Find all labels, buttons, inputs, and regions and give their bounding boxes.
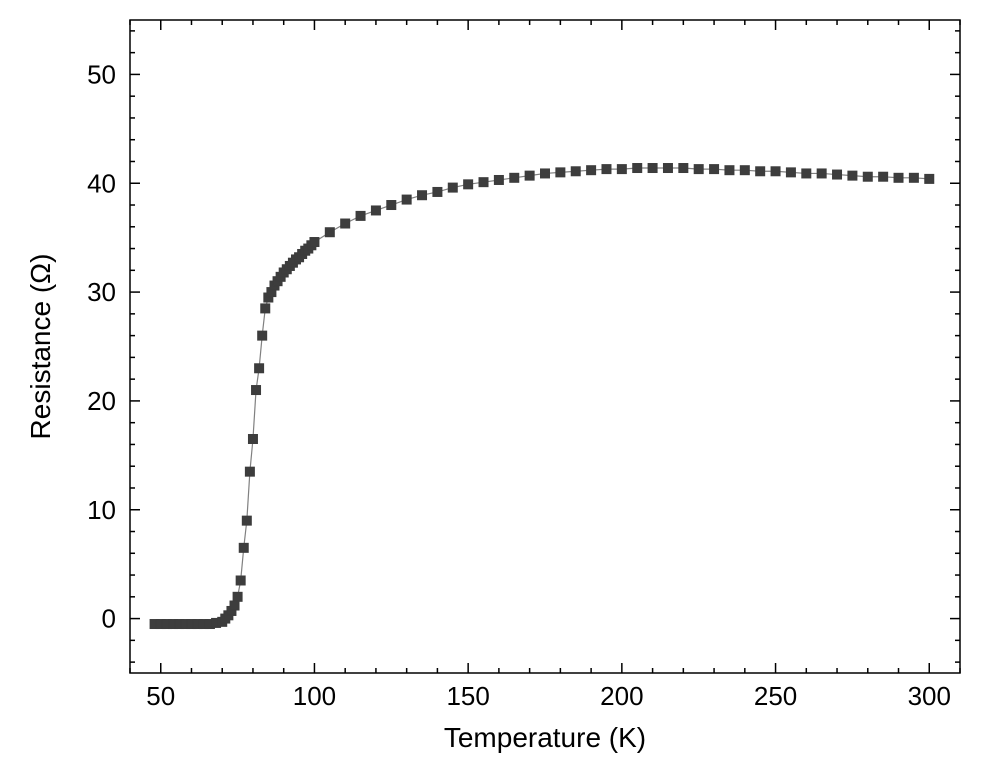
x-tick-label: 300 <box>908 681 951 711</box>
data-point <box>863 172 872 181</box>
data-point <box>418 191 427 200</box>
data-point <box>525 171 534 180</box>
rt-chart: 50 100 150 200 250 300 0 10 20 30 40 50 Temperature … <box>0 0 1000 773</box>
data-point <box>464 180 473 189</box>
x-tick-label: 100 <box>293 681 336 711</box>
data-point <box>448 183 457 192</box>
x-tick-label: 150 <box>446 681 489 711</box>
data-point <box>541 169 550 178</box>
data-point <box>325 228 334 237</box>
data-point <box>740 166 749 175</box>
data-point <box>356 211 365 220</box>
data-point <box>402 195 411 204</box>
x-tick-label: 50 <box>146 681 175 711</box>
data-point <box>387 201 396 210</box>
data-point <box>433 187 442 196</box>
data-point <box>710 165 719 174</box>
x-axis-label: Temperature (K) <box>444 722 646 753</box>
y-tick-label: 10 <box>87 495 116 525</box>
data-point <box>248 435 257 444</box>
data-point <box>848 171 857 180</box>
y-tick-label: 40 <box>87 168 116 198</box>
data-point <box>663 164 672 173</box>
data-point <box>617 165 626 174</box>
data-point <box>602 165 611 174</box>
data-point <box>879 172 888 181</box>
data-point <box>371 206 380 215</box>
data-point <box>245 467 254 476</box>
data-point <box>239 543 248 552</box>
data-point <box>633 164 642 173</box>
data-point <box>242 516 251 525</box>
y-tick-label: 30 <box>87 277 116 307</box>
data-point <box>252 386 261 395</box>
data-point <box>258 331 267 340</box>
data-point <box>648 164 657 173</box>
data-point <box>230 601 239 610</box>
data-point <box>233 592 242 601</box>
x-tick-label: 250 <box>754 681 797 711</box>
y-tick-label: 50 <box>87 59 116 89</box>
data-point <box>925 174 934 183</box>
data-point <box>694 165 703 174</box>
data-point <box>725 166 734 175</box>
data-point <box>587 166 596 175</box>
data-point <box>255 364 264 373</box>
data-point <box>802 169 811 178</box>
data-point <box>236 576 245 585</box>
data-point <box>341 219 350 228</box>
data-point <box>909 173 918 182</box>
y-tick-label: 0 <box>102 604 116 634</box>
data-point <box>833 170 842 179</box>
data-point <box>771 167 780 176</box>
chart-svg: 50 100 150 200 250 300 0 10 20 30 40 50 Temperature … <box>0 0 1000 773</box>
data-point <box>494 175 503 184</box>
data-point <box>479 178 488 187</box>
y-axis-label: Resistance (Ω) <box>25 254 56 440</box>
data-point <box>817 169 826 178</box>
data-point <box>786 168 795 177</box>
data-point <box>679 164 688 173</box>
data-point <box>310 238 319 247</box>
y-tick-label: 20 <box>87 386 116 416</box>
x-tick-label: 200 <box>600 681 643 711</box>
data-point <box>556 168 565 177</box>
data-point <box>756 167 765 176</box>
data-point <box>571 167 580 176</box>
data-point <box>894 173 903 182</box>
data-point <box>510 173 519 182</box>
data-point <box>261 304 270 313</box>
